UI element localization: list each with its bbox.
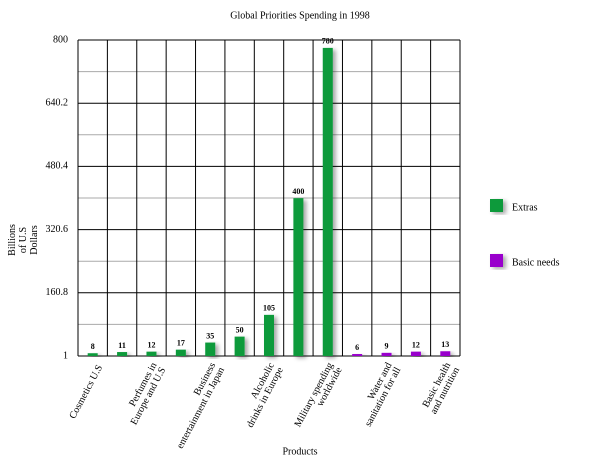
value-label: 6 [355, 343, 359, 352]
y-tick-label: 1 [63, 350, 68, 361]
bar [352, 354, 363, 356]
bar [264, 314, 274, 356]
value-label: 12 [412, 340, 420, 349]
value-label: 13 [441, 340, 449, 349]
bar [146, 351, 157, 356]
legend-swatch [490, 254, 503, 267]
bar [440, 351, 451, 356]
x-tick-label: Water andsanitation for all [354, 361, 403, 429]
chart-title: Global Priorities Spending in 1998 [230, 10, 369, 21]
value-label: 50 [236, 325, 244, 334]
value-label: 780 [322, 37, 334, 46]
x-tick-label: Military spendingworldwide [293, 360, 345, 433]
legend-swatch [490, 199, 503, 212]
x-tick-label: Cosmetics U.S [68, 363, 106, 421]
bar [87, 353, 98, 356]
value-label: 35 [206, 331, 214, 340]
value-label: 17 [177, 339, 185, 348]
bar [322, 47, 333, 357]
bar [293, 198, 304, 356]
y-axis-title: Billionsof U.SDollars [7, 224, 40, 256]
bar [175, 349, 186, 356]
x-tick-label: Perfumes inEurope and U.S [120, 361, 168, 427]
value-label: 12 [147, 340, 155, 349]
legend-label: Basic needs [512, 257, 560, 268]
x-axis-title: Products [283, 446, 318, 457]
value-label: 8 [91, 342, 95, 351]
x-tick-label: Businessentertainment in Japan [166, 361, 227, 451]
y-tick-label: 160.8 [46, 287, 69, 298]
y-tick-label: 320.6 [46, 224, 69, 235]
value-label: 105 [263, 304, 275, 313]
bar [205, 342, 216, 356]
legend-label: Extras [512, 202, 538, 213]
y-tick-label: 480.4 [46, 161, 69, 172]
y-tick-label: 640.2 [46, 97, 69, 108]
y-tick-label: 800 [53, 34, 68, 45]
value-label: 400 [292, 187, 304, 196]
bar [117, 352, 128, 356]
bar [234, 336, 245, 356]
value-label: 11 [118, 341, 126, 350]
value-label: 9 [385, 342, 389, 351]
x-tick-label: Alcoholicdrinks in Europe [236, 360, 286, 429]
bar [410, 351, 421, 356]
x-tick-label: Basic healthand nutrition [420, 361, 463, 416]
bar [381, 352, 392, 356]
